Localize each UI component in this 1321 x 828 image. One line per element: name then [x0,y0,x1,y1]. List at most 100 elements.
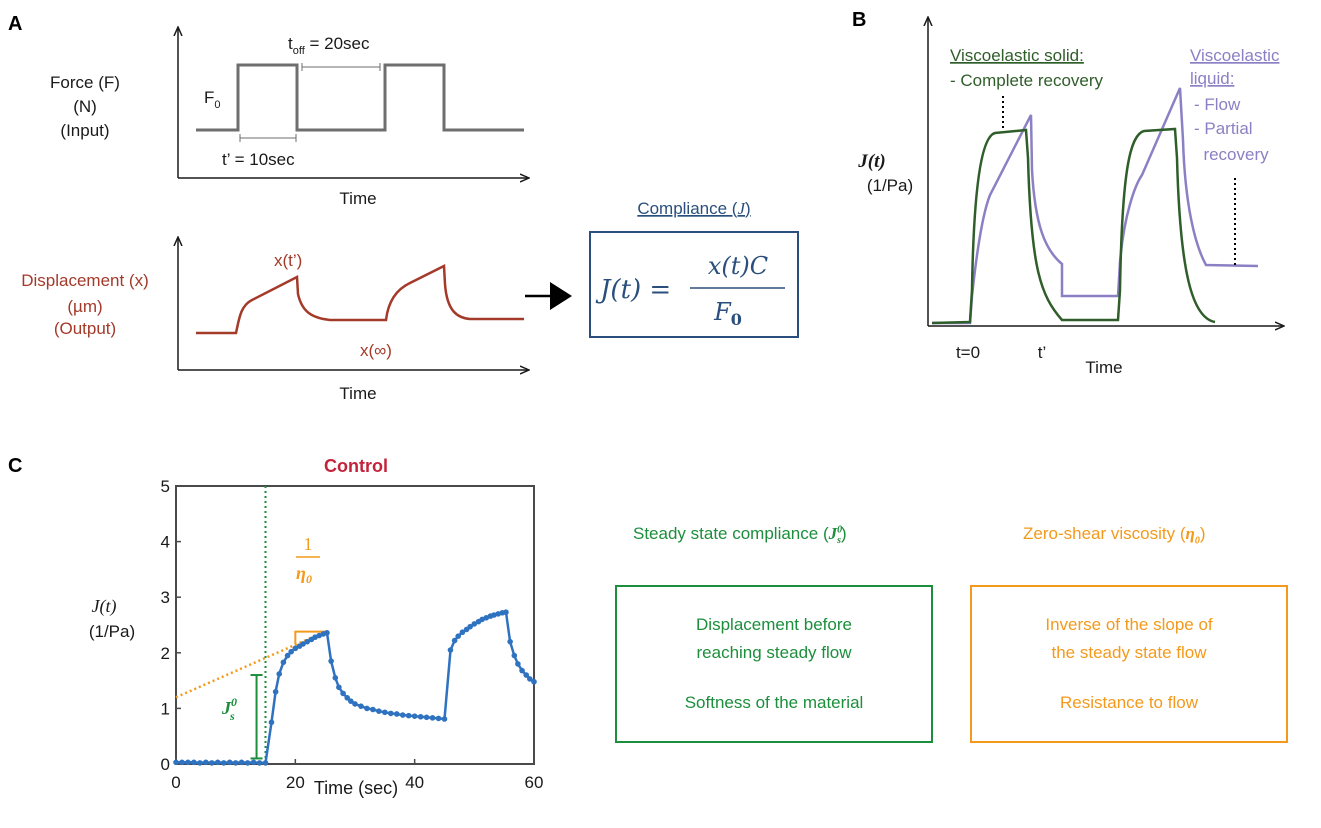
data-point [531,678,537,685]
b-tprime-label: t’ [1038,343,1047,362]
peak-label: x(t’) [274,251,302,270]
force-amplitude-label: F0 [204,88,221,111]
steady-title: Steady state compliance (J0s) [633,524,847,547]
plot-frame [175,485,535,765]
y-axis-unit: (1/Pa) [89,622,135,641]
x-tick-label: 0 [171,773,180,792]
data-point [429,715,436,721]
data-point [411,713,418,719]
data-point [358,703,364,709]
data-point [515,661,521,667]
data-point [348,698,354,704]
y-tick-label: 5 [161,477,170,496]
y-axis-label: J(t) [92,596,117,617]
data-point [280,659,287,666]
data-point [405,712,412,719]
slope-denominator: η0 [296,563,312,586]
x-axis-label: Time (sec) [314,778,398,798]
toff-label: toff = 20sec [288,34,370,57]
solid-title: Viscoelastic solid: [950,46,1084,65]
compliance-title: Compliance (J) [637,199,750,218]
data-point [503,609,509,616]
data-point [519,667,525,674]
compliance-lhs: J(t) = [595,275,671,305]
disp-ylabel-1: Displacement (x) [21,271,149,290]
data-point [272,688,279,695]
b-yunit: (1/Pa) [867,176,913,195]
data-point [344,695,351,701]
data-point [388,710,394,717]
viscosity-box: Inverse of the slope of the steady state… [970,585,1288,743]
displacement-plot: Displacement (x) (µm) (Output) x(t’) x(∞… [21,238,528,403]
liquid-title-1: Viscoelastic [1190,46,1280,65]
force-ylabel-1: Force (F) [50,73,120,92]
data-point [399,712,406,718]
data-point [523,672,530,678]
y-tick-label: 1 [161,699,170,718]
data-point [451,637,458,644]
x-tick-label: 40 [405,773,424,792]
data-point [300,641,306,647]
viscosity-line-1: Inverse of the slope of [1045,615,1213,634]
liquid-note-1: - Flow [1194,95,1241,114]
data-point [336,684,342,691]
displacement-curve [196,264,524,335]
force-plot: Force (F) (N) (Input) F0 toff = 20sec t’… [50,28,528,208]
data-point [276,671,283,677]
data-point [471,621,478,627]
y-tick-label: 0 [161,755,170,774]
series-points [173,609,537,766]
solid-curve [931,127,1216,325]
disp-ylabel-3: (Output) [54,319,116,338]
viscosity-title: Zero-shear viscosity (η0) [1023,524,1206,547]
solid-note: - Complete recovery [950,71,1104,90]
liquid-note-3: recovery [1194,145,1269,164]
viscosity-note: Resistance to flow [1060,693,1198,712]
liquid-title-2: liquid: [1190,69,1234,88]
t0-label: t=0 [956,343,980,362]
y-tick-label: 2 [161,644,170,663]
data-point [256,760,263,766]
compliance-numerator: x(t)C [708,252,768,280]
data-point [226,759,233,766]
slope-triangle [294,630,327,645]
panel-c-letter: C [8,455,22,477]
chart-annotations [175,486,327,764]
data-point [284,652,291,659]
data-point [340,690,346,697]
data-point [268,719,275,726]
panel-b-letter: B [852,9,866,31]
disp-ylabel-2: (µm) [67,297,102,316]
axis-ticks: 0 1 2 3 4 5 0 20 40 60 [161,477,544,792]
data-point [467,623,473,630]
steady-note: Softness of the material [684,693,864,712]
panel-b-plot: J(t) (1/Pa) t=0 t’ Time Viscoelastic sol… [857,18,1283,377]
force-ylabel-3: (Input) [60,121,109,140]
compliance-box [589,231,799,338]
steady-line-2: reaching steady flow [696,643,852,662]
steady-state-box: Displacement before reaching steady flow… [615,585,933,743]
data-point [262,760,269,766]
data-point [455,633,462,639]
y-tick-label: 4 [161,533,170,552]
data-point [220,760,227,766]
data-point [179,759,185,766]
data-point [417,713,424,720]
data-point [376,708,382,714]
data-point [507,638,513,645]
b-xlabel: Time [1085,358,1122,377]
data-point [511,652,518,659]
panel-a-letter: A [8,13,22,35]
x-infinity-label: x(∞) [360,341,392,360]
data-point [459,629,466,636]
disp-xlabel: Time [339,384,376,403]
b-ylabel: J(t) [857,151,885,172]
data-point [304,638,311,645]
data-point [332,675,339,681]
data-point [244,760,251,766]
js0-label: J0 s [221,695,237,723]
liquid-curve [932,87,1259,325]
arrow-right-icon [525,282,572,310]
slope-extrapolation-line [175,630,326,699]
